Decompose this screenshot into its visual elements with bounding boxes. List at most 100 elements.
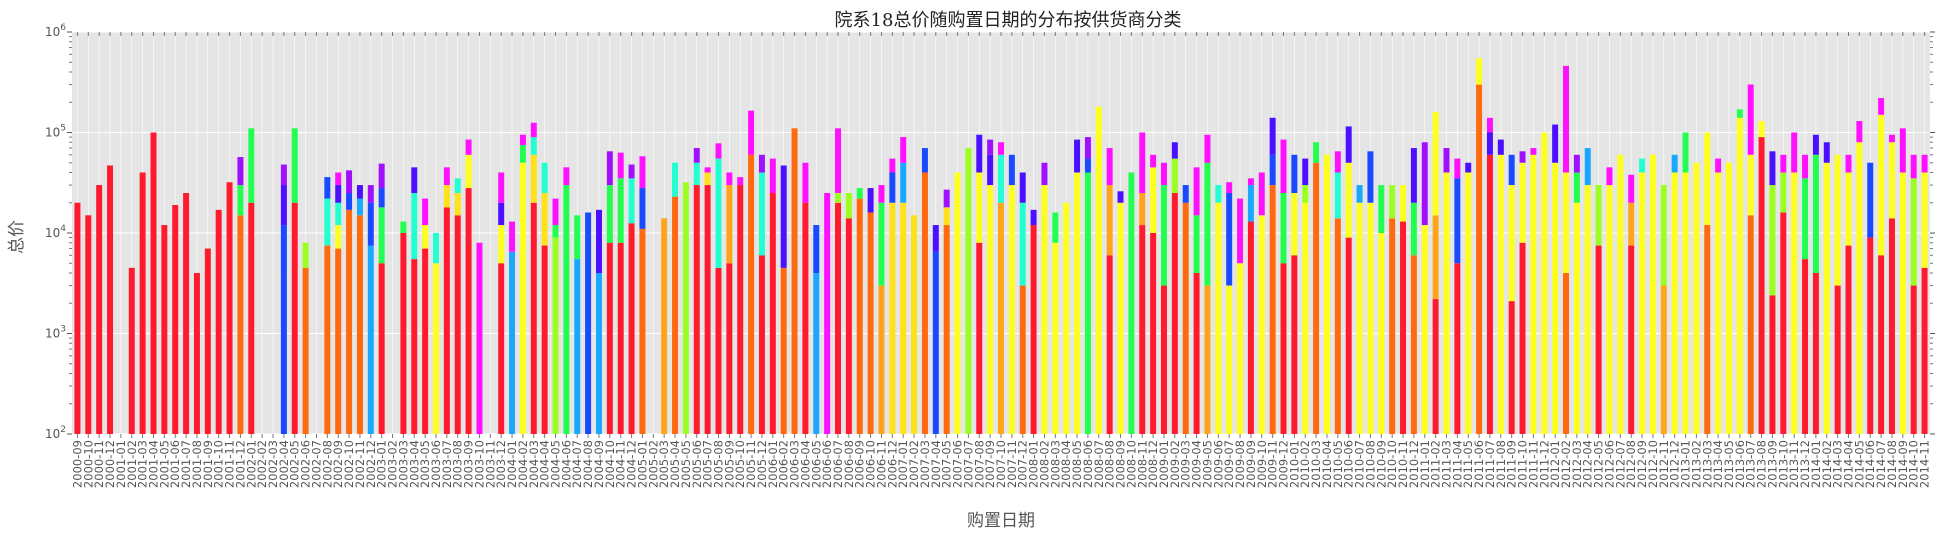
bar-segment: [1486, 154, 1493, 434]
bar-segment: [998, 154, 1004, 203]
x-tick-label: 2006-01: [766, 440, 780, 488]
x-tick-label: 2005-02: [646, 440, 660, 488]
bar-segment: [324, 245, 331, 434]
x-tick-label: 2011-03: [1439, 440, 1453, 488]
x-tick-label: 2006-09: [853, 440, 867, 488]
x-tick-label: 2007-09: [983, 440, 997, 488]
bar-segment: [704, 185, 711, 434]
bar-segment: [378, 263, 385, 434]
bar-segment: [563, 167, 570, 186]
bar-segment: [172, 204, 179, 434]
bar-segment: [1313, 162, 1320, 434]
x-tick-label: 2009-11: [1266, 440, 1280, 488]
bar-segment: [704, 172, 711, 186]
x-tick-label: 2004-10: [603, 440, 617, 488]
x-tick-label: 2010-10: [1385, 440, 1399, 488]
bar-segment: [682, 182, 689, 434]
bar-segment: [1280, 139, 1287, 194]
x-tick-label: 2008-07: [1092, 440, 1106, 488]
bar-segment: [1171, 142, 1178, 159]
x-tick-label: 2002-01: [244, 440, 258, 488]
bar-segment: [1476, 58, 1483, 85]
bar-segment: [845, 218, 852, 434]
bar-segment: [1237, 263, 1244, 434]
bar-segment: [324, 177, 331, 199]
x-tick-label: 2011-02: [1429, 440, 1443, 488]
bar-segment: [921, 148, 928, 173]
bar-segment: [758, 172, 765, 256]
x-tick-label: 2013-09: [1765, 440, 1779, 488]
x-tick-label: 2013-02: [1689, 440, 1703, 488]
bar-segment: [1030, 225, 1037, 434]
x-tick-label: 2013-08: [1755, 440, 1769, 488]
bar-segment: [856, 198, 863, 434]
bar-segment: [541, 245, 548, 434]
bar-segment: [1160, 185, 1167, 286]
bar-segment: [443, 167, 450, 186]
bar-segment: [1867, 162, 1874, 238]
x-tick-label: 2013-04: [1711, 440, 1725, 488]
x-tick-label: 2004-09: [592, 440, 606, 488]
bar-segment: [367, 202, 374, 246]
x-tick-label: 2009-06: [1211, 440, 1225, 488]
bar-segment: [1345, 126, 1352, 163]
x-tick-label: 2013-12: [1798, 440, 1812, 488]
x-tick-label: 2005-04: [668, 440, 682, 488]
bar-segment: [280, 185, 287, 226]
bar-segment: [335, 248, 342, 434]
x-tick-label: 2011-04: [1450, 440, 1464, 488]
bar-segment: [1584, 185, 1591, 434]
bar-segment: [1367, 202, 1374, 434]
bar-segment: [1247, 221, 1254, 434]
x-tick-label: 2005-11: [744, 440, 758, 488]
x-tick-label: 2008-03: [1048, 440, 1062, 488]
y-axis-label: 总价: [7, 220, 27, 254]
bar-segment: [1845, 172, 1852, 246]
bar-segment: [1247, 178, 1254, 186]
x-tick-label: 2007-07: [961, 440, 975, 488]
bar-segment: [1519, 162, 1526, 243]
bar-segment: [1888, 142, 1895, 219]
x-tick-label: 2002-12: [364, 440, 378, 488]
bar-segment: [1356, 202, 1363, 434]
x-tick-label: 2012-12: [1668, 440, 1682, 488]
bar-segment: [1573, 202, 1580, 434]
bar-segment: [693, 185, 700, 434]
bar-segment: [498, 263, 505, 434]
bar-segment: [900, 162, 907, 203]
bar-segment: [1563, 272, 1569, 434]
bar-segment: [1084, 137, 1091, 159]
bar-segment: [1606, 167, 1613, 186]
x-tick-label: 2010-04: [1320, 440, 1334, 488]
bar-segment: [1030, 209, 1037, 226]
bar-segment: [1410, 148, 1417, 203]
x-tick-label: 2003-08: [451, 440, 465, 488]
y-tick-label: 102: [45, 425, 66, 441]
x-tick-label: 2006-03: [788, 440, 802, 488]
bar-segment: [454, 193, 461, 216]
x-tick-label: 2001-12: [233, 440, 247, 488]
bar-segment: [758, 154, 765, 173]
bar-segment: [1736, 109, 1743, 118]
bar-segment: [1193, 272, 1200, 434]
x-tick-label: 2007-11: [1005, 440, 1019, 488]
bar-segment: [1454, 178, 1461, 264]
x-tick-label: 2003-06: [429, 440, 443, 488]
bar-segment: [1269, 117, 1276, 155]
bar-segment: [606, 151, 613, 186]
x-tick-label: 2011-06: [1472, 440, 1486, 488]
bar-segment: [1215, 185, 1222, 203]
bar-segment: [715, 158, 722, 268]
bar-segment: [346, 170, 353, 194]
bar-segment: [1693, 162, 1700, 434]
bar-segment: [987, 185, 994, 434]
x-tick-label: 2003-11: [483, 440, 497, 488]
bar-segment: [1432, 215, 1439, 300]
bar-segment: [1280, 193, 1287, 264]
x-tick-label: 2001-09: [201, 440, 215, 488]
bar-segment: [552, 225, 559, 238]
bar-segment: [356, 185, 363, 199]
bar-segment: [574, 215, 581, 260]
bar-segment: [595, 272, 602, 434]
x-tick-label: 2008-09: [1114, 440, 1128, 488]
